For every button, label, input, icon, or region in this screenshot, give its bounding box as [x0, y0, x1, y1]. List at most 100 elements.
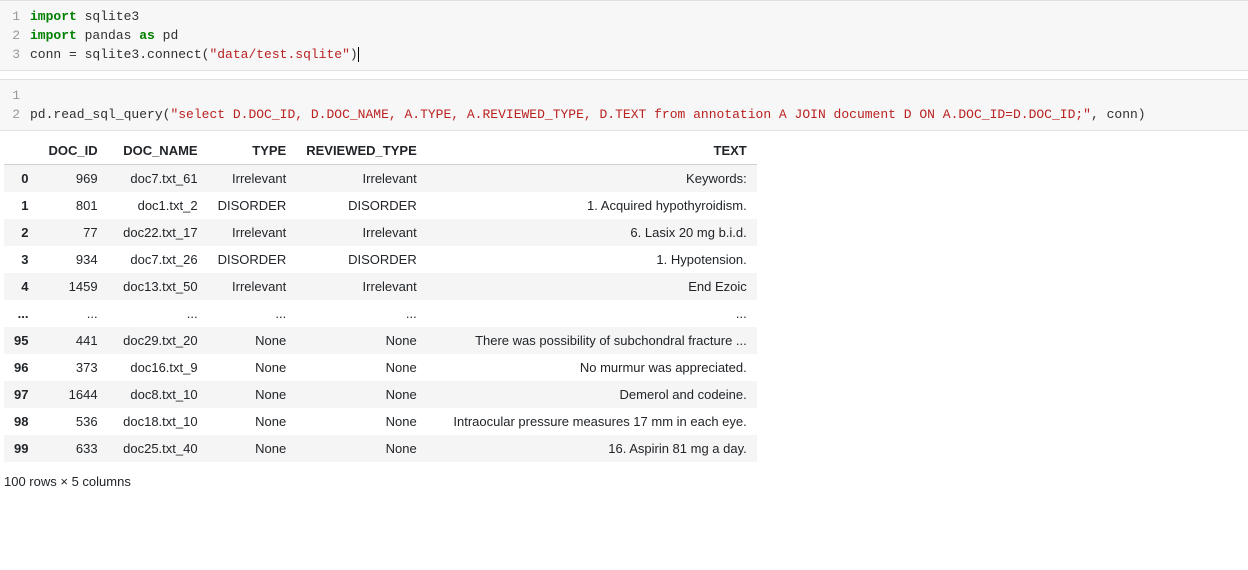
cell: ... — [108, 300, 208, 327]
table-row: 3934doc7.txt_26DISORDERDISORDER1. Hypote… — [4, 246, 757, 273]
code-text[interactable]: import sqlite3 — [30, 7, 1248, 26]
cell: None — [208, 435, 297, 462]
row-index: 4 — [4, 273, 38, 300]
row-index: ... — [4, 300, 38, 327]
cell: There was possibility of subchondral fra… — [427, 327, 757, 354]
line-number: 2 — [0, 105, 30, 124]
line-number: 2 — [0, 26, 30, 45]
code-line[interactable]: 3conn = sqlite3.connect("data/test.sqlit… — [0, 45, 1248, 64]
dataframe-summary: 100 rows × 5 columns — [0, 468, 1248, 499]
cell: doc18.txt_10 — [108, 408, 208, 435]
code-cell-1[interactable]: 1import sqlite32import pandas as pd3conn… — [0, 0, 1248, 71]
code-line[interactable]: 1 — [0, 86, 1248, 105]
cell: Irrelevant — [296, 165, 427, 193]
cell: End Ezoic — [427, 273, 757, 300]
cell: 801 — [38, 192, 107, 219]
cell: None — [296, 408, 427, 435]
cell: 1459 — [38, 273, 107, 300]
cell: None — [208, 354, 297, 381]
table-row: 95441doc29.txt_20NoneNoneThere was possi… — [4, 327, 757, 354]
cell-gap — [0, 71, 1248, 79]
code-text[interactable]: conn = sqlite3.connect("data/test.sqlite… — [30, 45, 1248, 64]
cell: Intraocular pressure measures 17 mm in e… — [427, 408, 757, 435]
cell: DISORDER — [208, 192, 297, 219]
code-text[interactable]: pd.read_sql_query("select D.DOC_ID, D.DO… — [30, 105, 1248, 124]
cell: 1. Hypotension. — [427, 246, 757, 273]
row-index: 2 — [4, 219, 38, 246]
table-row: 98536doc18.txt_10NoneNoneIntraocular pre… — [4, 408, 757, 435]
cell: Irrelevant — [208, 219, 297, 246]
cell: Irrelevant — [208, 165, 297, 193]
cell: None — [296, 354, 427, 381]
cell: ... — [38, 300, 107, 327]
table-row: 0969doc7.txt_61IrrelevantIrrelevantKeywo… — [4, 165, 757, 193]
cell: Irrelevant — [296, 273, 427, 300]
cell: doc8.txt_10 — [108, 381, 208, 408]
cell: 441 — [38, 327, 107, 354]
cell: doc16.txt_9 — [108, 354, 208, 381]
code-line[interactable]: 2import pandas as pd — [0, 26, 1248, 45]
table-row: 971644doc8.txt_10NoneNoneDemerol and cod… — [4, 381, 757, 408]
table-row: 41459doc13.txt_50IrrelevantIrrelevantEnd… — [4, 273, 757, 300]
cell: doc13.txt_50 — [108, 273, 208, 300]
table-row: 96373doc16.txt_9NoneNoneNo murmur was ap… — [4, 354, 757, 381]
row-index: 96 — [4, 354, 38, 381]
cell: 633 — [38, 435, 107, 462]
column-header: TYPE — [208, 137, 297, 165]
cell: None — [296, 381, 427, 408]
cell: doc7.txt_61 — [108, 165, 208, 193]
column-header: DOC_ID — [38, 137, 107, 165]
table-row: .................. — [4, 300, 757, 327]
cell: 16. Aspirin 81 mg a day. — [427, 435, 757, 462]
cell: 969 — [38, 165, 107, 193]
code-line[interactable]: 1import sqlite3 — [0, 7, 1248, 26]
index-header — [4, 137, 38, 165]
line-number: 1 — [0, 86, 30, 105]
cell: None — [296, 435, 427, 462]
cell: doc1.txt_2 — [108, 192, 208, 219]
cell: ... — [296, 300, 427, 327]
cell: 934 — [38, 246, 107, 273]
table-row: 99633doc25.txt_40NoneNone16. Aspirin 81 … — [4, 435, 757, 462]
dataframe-output: DOC_IDDOC_NAMETYPEREVIEWED_TYPETEXT 0969… — [0, 131, 1248, 468]
cell: Irrelevant — [296, 219, 427, 246]
cell: 536 — [38, 408, 107, 435]
column-header: REVIEWED_TYPE — [296, 137, 427, 165]
column-header: DOC_NAME — [108, 137, 208, 165]
row-index: 3 — [4, 246, 38, 273]
cell: doc7.txt_26 — [108, 246, 208, 273]
cell: doc29.txt_20 — [108, 327, 208, 354]
cell: 373 — [38, 354, 107, 381]
cell: None — [208, 327, 297, 354]
cell: None — [296, 327, 427, 354]
code-cell-2[interactable]: 12pd.read_sql_query("select D.DOC_ID, D.… — [0, 79, 1248, 131]
dataframe-table: DOC_IDDOC_NAMETYPEREVIEWED_TYPETEXT 0969… — [4, 137, 757, 462]
cell: Irrelevant — [208, 273, 297, 300]
code-text[interactable] — [30, 86, 1248, 105]
cell: 77 — [38, 219, 107, 246]
row-index: 95 — [4, 327, 38, 354]
cell: DISORDER — [296, 246, 427, 273]
table-row: 277doc22.txt_17IrrelevantIrrelevant6. La… — [4, 219, 757, 246]
cell: No murmur was appreciated. — [427, 354, 757, 381]
code-text[interactable]: import pandas as pd — [30, 26, 1248, 45]
table-row: 1801doc1.txt_2DISORDERDISORDER1. Acquire… — [4, 192, 757, 219]
cell: Demerol and codeine. — [427, 381, 757, 408]
cell: None — [208, 408, 297, 435]
cell: Keywords: — [427, 165, 757, 193]
cell: doc25.txt_40 — [108, 435, 208, 462]
cell: ... — [427, 300, 757, 327]
cell: doc22.txt_17 — [108, 219, 208, 246]
code-line[interactable]: 2pd.read_sql_query("select D.DOC_ID, D.D… — [0, 105, 1248, 124]
cell: DISORDER — [296, 192, 427, 219]
row-index: 98 — [4, 408, 38, 435]
cell: 6. Lasix 20 mg b.i.d. — [427, 219, 757, 246]
cell: DISORDER — [208, 246, 297, 273]
cell: 1. Acquired hypothyroidism. — [427, 192, 757, 219]
row-index: 97 — [4, 381, 38, 408]
line-number: 3 — [0, 45, 30, 64]
cell: 1644 — [38, 381, 107, 408]
row-index: 1 — [4, 192, 38, 219]
column-header: TEXT — [427, 137, 757, 165]
row-index: 0 — [4, 165, 38, 193]
